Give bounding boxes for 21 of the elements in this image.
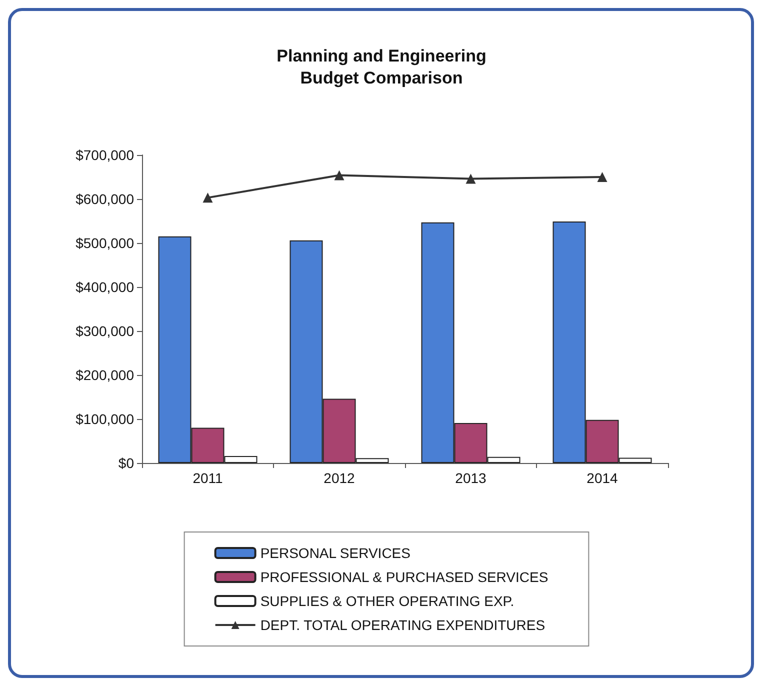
x-tick-label: 2012 — [324, 470, 356, 486]
legend-label: PERSONAL SERVICES — [260, 545, 410, 561]
point — [597, 172, 608, 182]
legend-label: SUPPLIES & OTHER OPERATING EXP. — [260, 593, 514, 609]
point — [466, 174, 476, 184]
chart-title: Planning and Engineering Budget Comparison — [276, 46, 486, 88]
y-tick-label: $100,000 — [76, 411, 134, 427]
x-tick-label: 2013 — [455, 470, 487, 486]
legend-label: PROFESSIONAL & PURCHASED SERVICES — [260, 569, 548, 585]
y-tick-label: $200,000 — [76, 367, 134, 383]
x-tick-label: 2014 — [586, 470, 618, 486]
y-tick-label: $300,000 — [76, 323, 134, 339]
y-tick-label: $600,000 — [76, 191, 134, 207]
y-tick-label: $500,000 — [76, 235, 134, 251]
point — [202, 192, 213, 203]
point — [334, 170, 344, 180]
y-tick-label: $0 — [118, 455, 134, 471]
y-tick-label: $700,000 — [76, 147, 134, 163]
x-tick-label: 2011 — [192, 470, 224, 486]
legend-label: DEPT. TOTAL OPERATING EXPENDITURES — [260, 617, 546, 633]
y-tick-label: $400,000 — [76, 279, 134, 295]
